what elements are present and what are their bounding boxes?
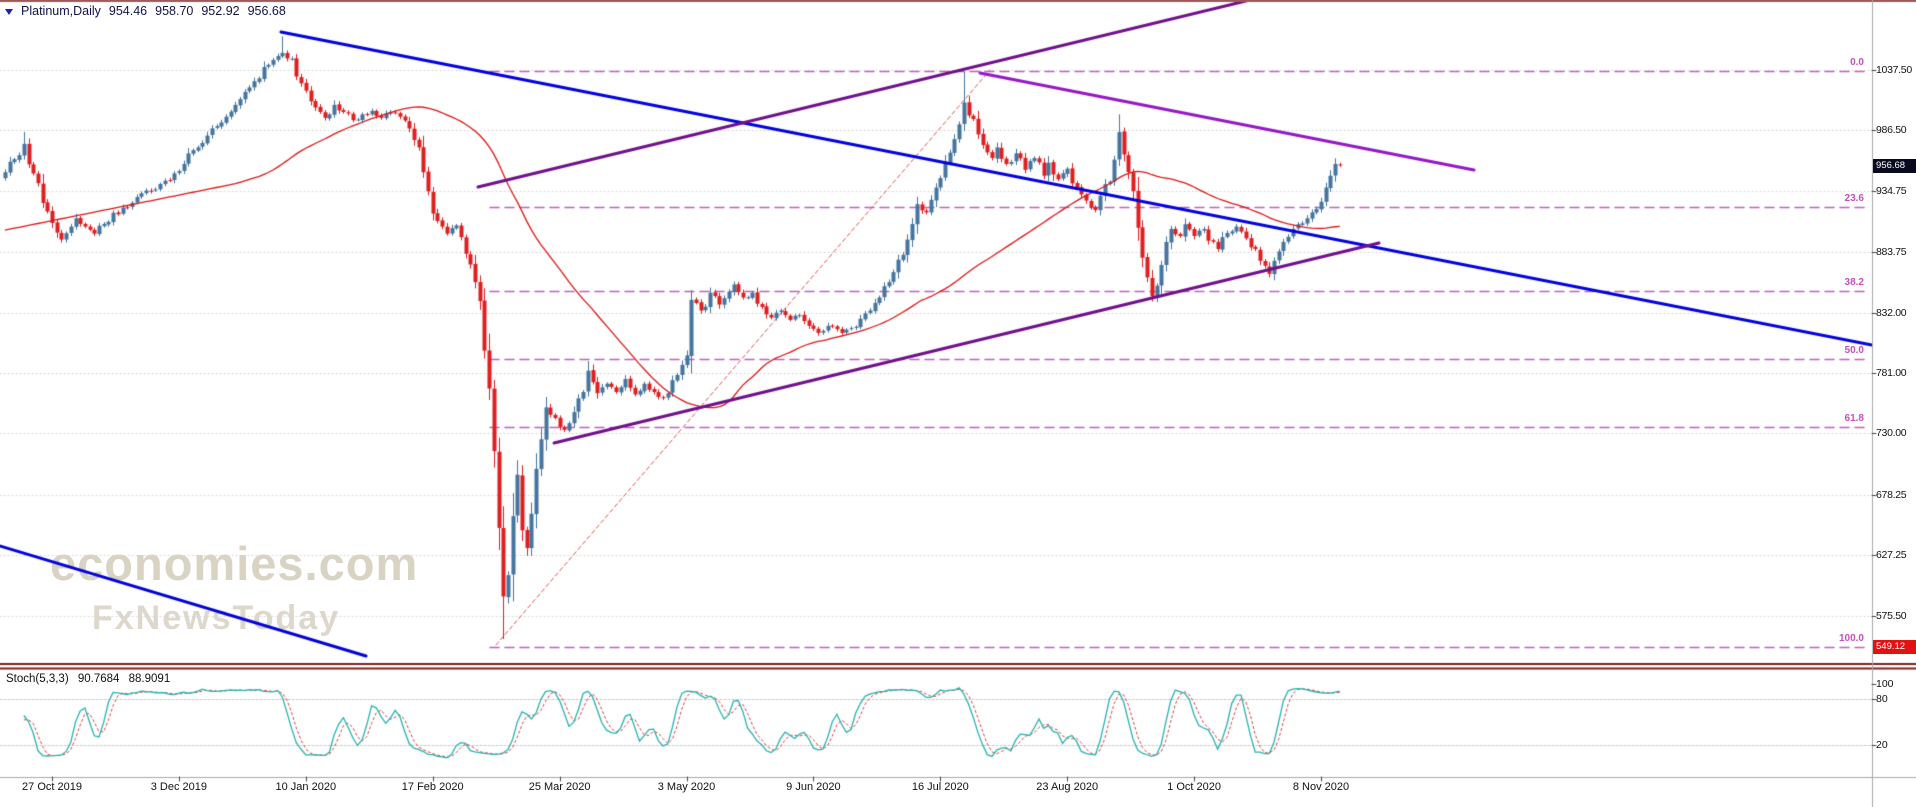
price-chart-canvas[interactable] bbox=[0, 0, 1916, 807]
chart-window: economies.com FxNewsToday Platinum,Daily… bbox=[0, 0, 1916, 807]
